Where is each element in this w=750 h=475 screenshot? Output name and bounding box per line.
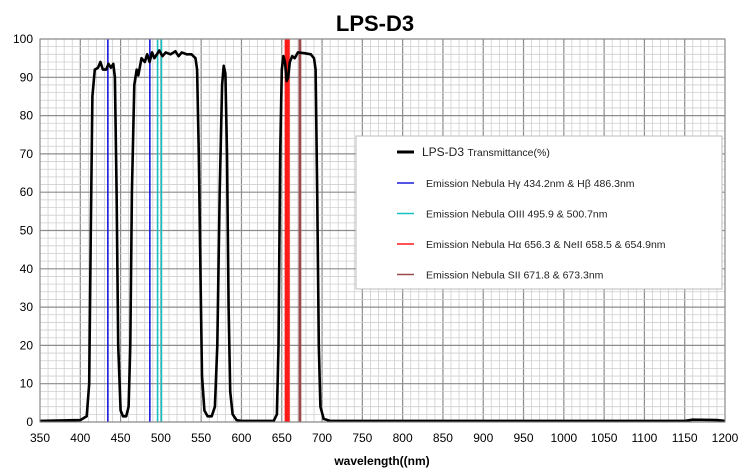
legend-label: Emission Nebula Hα 656.3 & NeII 658.5 & … <box>426 239 666 251</box>
x-tick-label: 700 <box>312 431 332 445</box>
legend-box <box>355 135 723 290</box>
chart-title: LPS-D3 <box>336 11 414 36</box>
y-tick-label: 40 <box>20 262 34 276</box>
legend-label: Emission Nebula SII 671.8 & 673.3nm <box>426 270 604 282</box>
legend-label: Emission Nebula OIII 495.9 & 500.7nm <box>426 209 608 221</box>
y-tick-label: 90 <box>20 70 34 84</box>
y-tick-label: 80 <box>20 109 34 123</box>
y-tick-label: 20 <box>20 338 34 352</box>
x-tick-label: 1000 <box>550 431 577 445</box>
series-line <box>39 49 726 423</box>
y-tick-labels: 0 10 20 30 40 50 60 70 80 90 100 <box>13 32 33 429</box>
x-tick-label: 1200 <box>712 431 739 445</box>
y-tick-label: 70 <box>20 147 34 161</box>
x-axis-label: wavelength((nm) <box>333 454 429 468</box>
legend-label: Emission Nebula Hγ 434.2nm & Hβ 486.3nm <box>426 178 635 190</box>
y-tick-label: 100 <box>13 32 33 46</box>
x-tick-label: 850 <box>433 431 453 445</box>
legend-label: LPS-D3 Transmittance(%) <box>422 145 550 159</box>
plot-frame <box>39 38 726 423</box>
y-tick-label: 0 <box>26 415 33 429</box>
y-tick-label: 60 <box>20 185 34 199</box>
reference-lines <box>107 39 302 422</box>
x-tick-label: 450 <box>111 431 131 445</box>
x-tick-label: 1050 <box>591 431 618 445</box>
x-tick-label: 350 <box>30 431 50 445</box>
y-tick-label: 10 <box>20 377 34 391</box>
x-tick-label: 950 <box>514 431 534 445</box>
x-tick-label: 550 <box>191 431 211 445</box>
x-tick-label: 1150 <box>672 431 698 445</box>
x-tick-label: 800 <box>393 431 413 445</box>
x-tick-label: 750 <box>352 431 372 445</box>
y-tick-label: 30 <box>20 300 34 314</box>
x-tick-label: 900 <box>473 431 493 445</box>
series-group <box>39 49 726 423</box>
x-tick-labels: 350 400 450 500 550 600 650 700 750 800 850 900 950 1… <box>30 431 739 445</box>
x-tick-label: 600 <box>231 431 251 445</box>
legend: LPS-D3 Transmittance(%) Emission Nebula H… <box>355 135 723 290</box>
x-tick-label: 1100 <box>632 431 658 445</box>
x-tick-label: 400 <box>70 431 90 445</box>
x-tick-label: 650 <box>272 431 292 445</box>
y-tick-label: 50 <box>20 224 34 238</box>
x-tick-label: 500 <box>151 431 171 445</box>
